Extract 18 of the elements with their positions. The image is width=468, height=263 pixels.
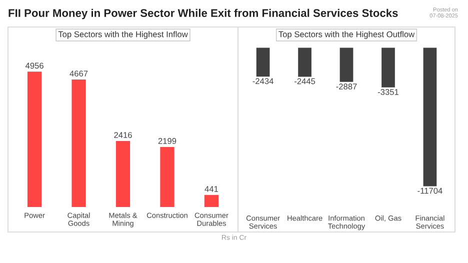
data-label: -11704	[418, 188, 442, 194]
chart-subtitle: Top Sectors with the Highest Inflow	[58, 31, 188, 39]
bar	[27, 72, 42, 207]
data-label: 441	[204, 186, 218, 192]
data-label: -2434	[252, 78, 274, 84]
bar	[72, 80, 86, 207]
chart-subtitle: Top Sectors with the Highest Outflow	[278, 31, 415, 39]
bar	[160, 146, 174, 207]
data-label: 4667	[70, 70, 88, 77]
data-label: -2445	[294, 78, 316, 84]
bar	[116, 141, 130, 207]
data-label: -2887	[336, 84, 357, 90]
data-label: 2416	[114, 132, 132, 138]
data-label: 4956	[25, 62, 44, 69]
chart-title: FII Pour Money in Power Sector While Exit from Financial Services Stocks	[8, 8, 398, 20]
data-label: -3351	[378, 89, 398, 95]
data-label: 2199	[158, 138, 176, 144]
bar	[204, 194, 219, 207]
